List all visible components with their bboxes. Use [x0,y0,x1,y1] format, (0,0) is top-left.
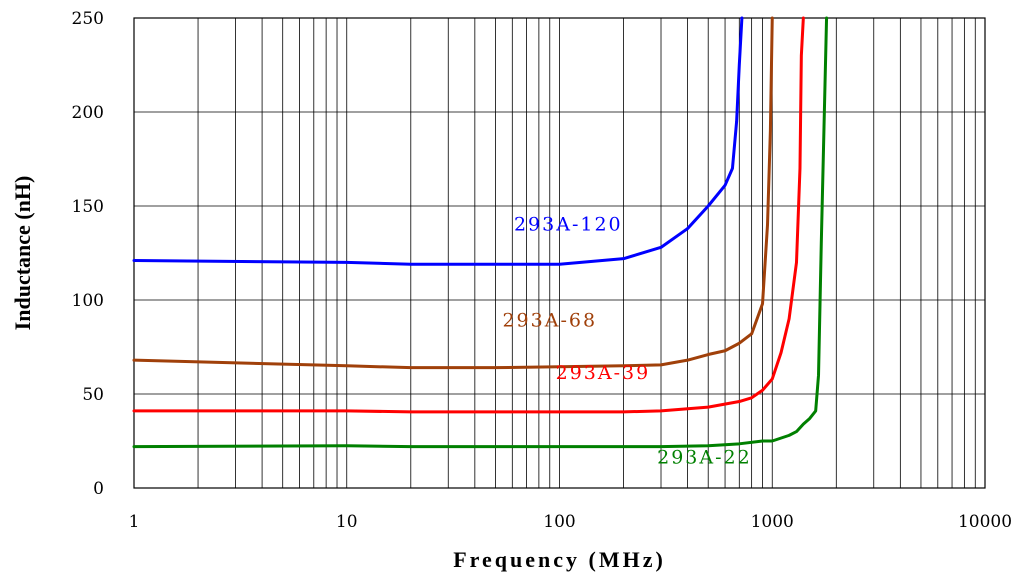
series-label: 293A-68 [502,309,597,331]
x-tick-labels: 1 10 100 1000 10000 [129,512,1012,532]
series-lines [132,16,829,449]
y-tick-label: 0 [93,479,104,499]
y-tick-labels: 0 50 100 150 200 250 [72,9,104,499]
grid [134,18,985,488]
y-tick-label: 50 [82,385,104,405]
y-tick-label: 100 [72,291,104,311]
series-label: 293A-120 [514,213,623,235]
plot-frame [133,17,986,489]
series-line-293a-39 [132,16,805,414]
series-labels: 293A-120 293A-68 293A-39 293A-22 [502,213,752,469]
x-tick-label: 10000 [958,512,1012,532]
x-tick-label: 1 [129,512,140,532]
series-line-293a-22 [132,16,829,449]
y-tick-label: 150 [72,197,104,217]
x-tick-label: 100 [543,512,575,532]
x-axis-title: Frequency (MHz) [453,547,666,572]
series-line-293a-120 [132,16,744,266]
y-tick-label: 250 [72,9,104,29]
y-tick-label: 200 [72,103,104,123]
x-tick-label: 10 [336,512,358,532]
y-axis-title: Inductance (nH) [10,176,35,331]
series-label: 293A-22 [657,447,752,469]
x-tick-label: 1000 [751,512,794,532]
series-line-293a-68 [132,16,774,370]
series-label: 293A-39 [556,362,651,384]
